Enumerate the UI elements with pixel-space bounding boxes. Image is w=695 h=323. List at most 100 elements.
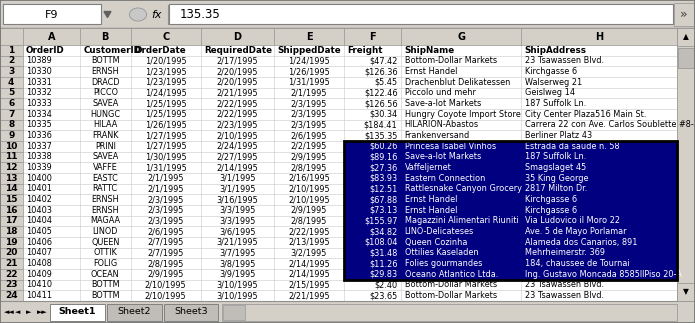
Bar <box>521 248 676 258</box>
Text: 2/1/1995: 2/1/1995 <box>147 184 184 193</box>
Text: Berliner Platz 43: Berliner Platz 43 <box>525 131 591 140</box>
Text: ShipAddress: ShipAddress <box>525 46 587 55</box>
Text: $184.41: $184.41 <box>363 120 398 130</box>
Text: 2/14/1995: 2/14/1995 <box>217 163 259 172</box>
Text: 10402: 10402 <box>26 195 52 204</box>
Text: 20: 20 <box>5 248 17 257</box>
Text: 16: 16 <box>5 206 17 215</box>
Text: $126.36: $126.36 <box>364 67 398 76</box>
Text: 135.35: 135.35 <box>180 8 221 21</box>
Bar <box>169 5 673 25</box>
Bar <box>0 45 22 56</box>
Text: 3/7/1995: 3/7/1995 <box>220 248 256 257</box>
Text: 1/31/1995: 1/31/1995 <box>145 163 186 172</box>
Text: Sheet3: Sheet3 <box>174 307 208 317</box>
Text: B: B <box>101 32 109 41</box>
Text: ▼: ▼ <box>682 287 689 297</box>
Bar <box>343 248 401 258</box>
Text: 3/6/1995: 3/6/1995 <box>220 227 256 236</box>
Text: BOTTM: BOTTM <box>91 280 120 289</box>
Text: Via Ludovico il Moro 22: Via Ludovico il Moro 22 <box>525 216 619 225</box>
Text: Bottom-Dollar Markets: Bottom-Dollar Markets <box>404 291 497 300</box>
Text: 23: 23 <box>5 280 17 289</box>
Text: 1/27/1995: 1/27/1995 <box>145 131 186 140</box>
Text: OCEAN: OCEAN <box>91 270 120 279</box>
Bar <box>401 216 521 226</box>
Text: 24: 24 <box>5 291 17 300</box>
Bar <box>0 109 22 120</box>
Text: 2/3/1995: 2/3/1995 <box>147 195 184 204</box>
Text: 2/22/1995: 2/22/1995 <box>288 227 329 236</box>
Bar <box>401 162 521 173</box>
Bar <box>0 301 695 323</box>
Text: Ernst Handel: Ernst Handel <box>404 67 457 76</box>
Text: ◄: ◄ <box>15 309 20 315</box>
Bar <box>3 5 101 25</box>
Bar <box>0 56 22 66</box>
Bar <box>401 258 521 269</box>
Text: Piccolo und mehr: Piccolo und mehr <box>404 89 475 98</box>
Text: 1/30/1995: 1/30/1995 <box>145 152 186 162</box>
Text: 3/21/1995: 3/21/1995 <box>217 238 259 247</box>
Text: 10406: 10406 <box>26 238 52 247</box>
Bar <box>521 173 676 184</box>
Text: 2/15/1995: 2/15/1995 <box>288 280 329 289</box>
Text: 2/10/1995: 2/10/1995 <box>217 131 259 140</box>
Text: 2/2/1995: 2/2/1995 <box>291 142 327 151</box>
Text: ERNSH: ERNSH <box>92 206 119 215</box>
Text: 10405: 10405 <box>26 227 52 236</box>
Text: 2/9/1995: 2/9/1995 <box>291 206 327 215</box>
Bar <box>401 269 521 280</box>
Text: 3/16/1995: 3/16/1995 <box>217 195 259 204</box>
Text: 187 Suffolk Ln.: 187 Suffolk Ln. <box>525 152 586 162</box>
Text: 1/25/1995: 1/25/1995 <box>145 110 186 119</box>
Text: HUNGC: HUNGC <box>90 110 120 119</box>
Bar <box>0 98 22 109</box>
Bar <box>401 237 521 248</box>
Text: 17: 17 <box>5 216 17 225</box>
Text: 2/20/1995: 2/20/1995 <box>217 67 259 76</box>
Text: H: H <box>595 32 603 41</box>
Text: 3/3/1995: 3/3/1995 <box>220 216 256 225</box>
Text: $67.88: $67.88 <box>369 195 398 204</box>
Text: $89.16: $89.16 <box>369 152 398 162</box>
Text: 3/1/1995: 3/1/1995 <box>220 174 256 183</box>
Text: 10: 10 <box>5 142 17 151</box>
Bar <box>0 258 22 269</box>
Text: Estrada da saude n. 58: Estrada da saude n. 58 <box>525 142 619 151</box>
Bar <box>0 226 22 237</box>
Bar <box>401 141 521 152</box>
Text: HILARION-Abastos: HILARION-Abastos <box>404 120 479 130</box>
Text: 14: 14 <box>5 184 17 193</box>
Text: $12.51: $12.51 <box>369 184 398 193</box>
Text: 3/10/1995: 3/10/1995 <box>217 280 259 289</box>
Text: 4: 4 <box>8 78 15 87</box>
Text: Ernst Handel: Ernst Handel <box>404 195 457 204</box>
Text: Save-a-lot Markets: Save-a-lot Markets <box>404 152 481 162</box>
Text: Ing. Gustavo Moncada 8585llPiso 20-A: Ing. Gustavo Moncada 8585llPiso 20-A <box>525 270 681 279</box>
Text: 10332: 10332 <box>26 89 51 98</box>
Bar <box>676 28 695 46</box>
Bar <box>401 248 521 258</box>
Text: 35 King George: 35 King George <box>525 174 588 183</box>
Bar <box>0 162 22 173</box>
Bar <box>131 28 201 45</box>
Text: 2/7/1995: 2/7/1995 <box>147 238 184 247</box>
Text: 187 Suffolk Ln.: 187 Suffolk Ln. <box>525 99 586 108</box>
Text: 3: 3 <box>8 67 15 76</box>
Bar <box>0 28 22 45</box>
Text: Queen Cozinha: Queen Cozinha <box>404 238 467 247</box>
Text: 12: 12 <box>5 163 17 172</box>
Text: 11: 11 <box>5 152 17 162</box>
Text: 2/24/1995: 2/24/1995 <box>217 142 259 151</box>
Text: 10407: 10407 <box>26 248 52 257</box>
Text: $27.36: $27.36 <box>369 163 398 172</box>
Bar <box>401 28 521 45</box>
Text: 23 Tsawassen Blvd.: 23 Tsawassen Blvd. <box>525 57 603 66</box>
Bar <box>343 237 401 248</box>
Bar <box>521 152 676 162</box>
Text: Save-a-lot Markets: Save-a-lot Markets <box>404 99 481 108</box>
Text: RATTC: RATTC <box>92 184 118 193</box>
Text: Smagslaget 45: Smagslaget 45 <box>525 163 586 172</box>
Text: 10401: 10401 <box>26 184 52 193</box>
